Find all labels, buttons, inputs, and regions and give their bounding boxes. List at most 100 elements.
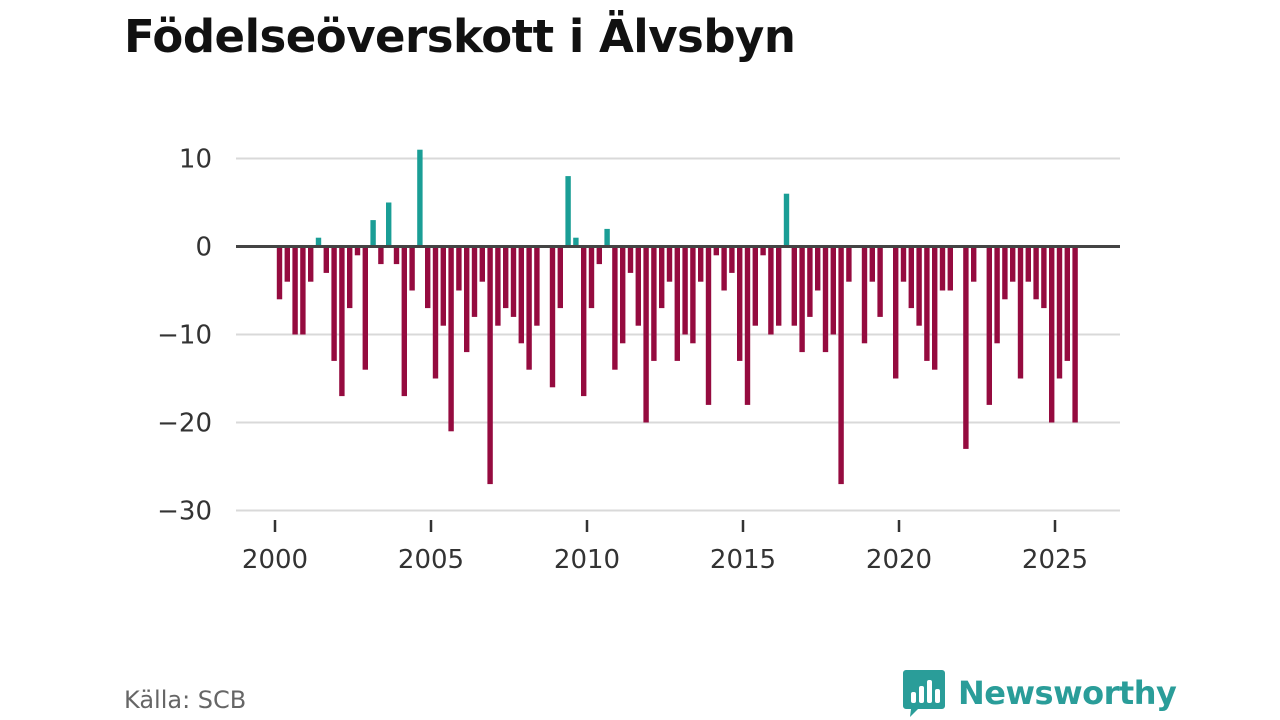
bar-negative bbox=[994, 246, 1000, 344]
bar-negative bbox=[1017, 246, 1024, 379]
bar-negative bbox=[526, 246, 532, 370]
bar-negative bbox=[401, 246, 407, 397]
bar-negative bbox=[518, 246, 524, 344]
bar-negative bbox=[409, 246, 415, 291]
bar-negative bbox=[1033, 246, 1039, 300]
bar-negative bbox=[924, 246, 930, 361]
bar-negative bbox=[495, 246, 501, 326]
bar-negative bbox=[456, 246, 462, 291]
bar-positive bbox=[386, 202, 392, 247]
bar-negative bbox=[986, 246, 992, 405]
bar-negative bbox=[705, 246, 712, 405]
bar-negative bbox=[354, 246, 361, 256]
bar-negative bbox=[760, 246, 766, 256]
bar-negative bbox=[861, 246, 868, 344]
bar-negative bbox=[846, 246, 852, 282]
bar-negative bbox=[643, 246, 649, 423]
bar-negative bbox=[440, 246, 446, 326]
source-note: Källa: SCB bbox=[124, 686, 247, 714]
bar-positive bbox=[573, 237, 579, 247]
y-tick-label: 10 bbox=[179, 145, 212, 175]
bar-negative bbox=[744, 246, 751, 405]
bar-negative bbox=[815, 246, 821, 291]
bar-negative bbox=[339, 246, 345, 397]
bar-negative bbox=[1056, 246, 1063, 379]
bar-negative bbox=[300, 246, 306, 335]
bar-negative bbox=[900, 246, 907, 282]
x-tick-label: 2000 bbox=[242, 545, 308, 575]
bar-negative bbox=[549, 246, 556, 388]
x-tick-label: 2025 bbox=[1022, 545, 1088, 575]
bar-negative bbox=[471, 246, 478, 317]
bar-positive bbox=[783, 193, 790, 247]
bar-negative bbox=[635, 246, 641, 326]
bars bbox=[276, 149, 1078, 485]
bar-negative bbox=[1002, 246, 1008, 300]
bar-positive bbox=[417, 149, 423, 247]
x-tick-label: 2005 bbox=[398, 545, 464, 575]
bar-chart: 10 0 −10 −20 −30 2000 2005 2010 2015 2020 2025 bbox=[157, 145, 1120, 575]
x-tick-label: 2020 bbox=[866, 545, 932, 575]
y-axis: 10 0 −10 −20 −30 bbox=[157, 145, 212, 527]
bar-negative bbox=[807, 246, 813, 317]
bar-negative bbox=[932, 246, 938, 370]
bar-negative bbox=[674, 246, 680, 361]
bar-negative bbox=[791, 246, 797, 326]
bar-negative bbox=[939, 246, 946, 291]
bar-negative bbox=[737, 246, 743, 361]
bar-negative bbox=[510, 246, 517, 317]
bar-negative bbox=[1025, 246, 1031, 282]
bar-negative bbox=[908, 246, 914, 309]
bar-negative bbox=[612, 246, 618, 370]
bar-negative bbox=[581, 246, 587, 397]
bar-negative bbox=[776, 246, 782, 326]
bar-negative bbox=[276, 246, 283, 300]
y-tick-label: 0 bbox=[195, 233, 212, 263]
x-tick-label: 2010 bbox=[554, 545, 620, 575]
bar-negative bbox=[893, 246, 899, 379]
bar-negative bbox=[588, 246, 595, 309]
bar-negative bbox=[331, 246, 337, 361]
y-tick-label: −20 bbox=[157, 409, 212, 439]
bar-negative bbox=[292, 246, 298, 335]
bar-negative bbox=[1072, 246, 1078, 423]
x-tick-label: 2015 bbox=[710, 545, 776, 575]
bar-negative bbox=[690, 246, 696, 344]
bar-negative bbox=[1064, 246, 1070, 361]
bar-negative bbox=[448, 246, 454, 432]
bar-negative bbox=[869, 246, 875, 282]
bar-negative bbox=[822, 246, 829, 353]
bar-negative bbox=[503, 246, 509, 309]
bar-negative bbox=[877, 246, 883, 317]
bar-positive bbox=[604, 228, 610, 247]
bar-negative bbox=[830, 246, 836, 335]
bar-negative bbox=[963, 246, 969, 449]
bar-negative bbox=[627, 246, 634, 273]
bar-negative bbox=[378, 246, 384, 265]
bar-negative bbox=[1010, 246, 1016, 282]
bar-negative bbox=[487, 246, 493, 485]
bar-chart-speech-bubble-icon bbox=[903, 670, 945, 717]
bar-negative bbox=[729, 246, 735, 273]
bar-negative bbox=[1041, 246, 1047, 309]
brand-name: Newsworthy bbox=[958, 674, 1177, 712]
bar-positive bbox=[565, 176, 571, 247]
bar-positive bbox=[370, 220, 376, 247]
y-tick-label: −30 bbox=[157, 497, 212, 527]
bar-negative bbox=[916, 246, 922, 326]
bar-negative bbox=[323, 246, 329, 273]
bar-negative bbox=[596, 246, 602, 265]
bar-negative bbox=[721, 246, 727, 291]
bar-negative bbox=[534, 246, 540, 326]
bar-negative bbox=[651, 246, 657, 361]
bar-negative bbox=[620, 246, 626, 344]
bar-negative bbox=[432, 246, 439, 379]
x-axis: 2000 2005 2010 2015 2020 2025 bbox=[242, 520, 1088, 575]
bar-negative bbox=[347, 246, 353, 309]
bar-negative bbox=[362, 246, 368, 370]
bar-negative bbox=[425, 246, 431, 309]
bar-negative bbox=[557, 246, 563, 309]
bar-negative bbox=[947, 246, 953, 291]
bar-negative bbox=[971, 246, 977, 282]
y-tick-label: −10 bbox=[157, 321, 212, 351]
